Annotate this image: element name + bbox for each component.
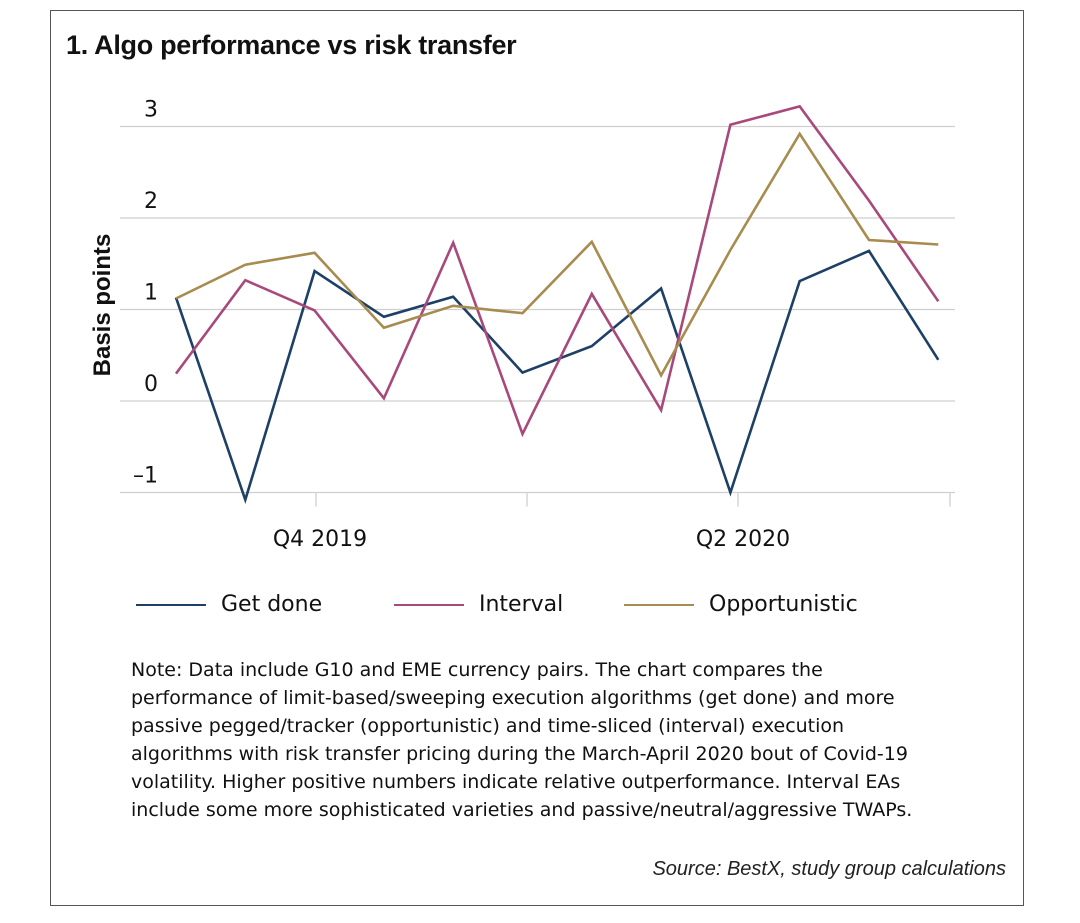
y-axis-ticks: 3 2 1 0 –1 bbox=[133, 98, 158, 489]
legend-swatch-interval bbox=[394, 603, 464, 606]
y-tick-label: 2 bbox=[144, 189, 158, 214]
gridlines bbox=[120, 125, 955, 494]
legend-item-get-done: Get done bbox=[136, 592, 322, 617]
chart-title: 1. Algo performance vs risk transfer bbox=[66, 30, 517, 60]
legend-swatch-opportunistic bbox=[624, 603, 694, 606]
series-line-opportunistic bbox=[175, 131, 939, 379]
legend-item-opportunistic: Opportunistic bbox=[624, 592, 858, 617]
legend-label-opportunistic: Opportunistic bbox=[709, 592, 858, 617]
series-lines bbox=[174, 104, 940, 505]
legend-label-get-done: Get done bbox=[221, 592, 323, 617]
chart-frame bbox=[50, 10, 1024, 906]
legend-item-interval: Interval bbox=[394, 592, 563, 617]
legend: Get done Interval Opportunistic bbox=[0, 592, 1080, 628]
series-line-get-done bbox=[174, 249, 940, 505]
y-tick-label: 0 bbox=[144, 372, 158, 397]
x-tick-label: Q2 2020 bbox=[696, 527, 790, 552]
legend-swatch-get-done bbox=[136, 603, 206, 606]
y-tick-label: 3 bbox=[144, 98, 158, 123]
y-tick-label: –1 bbox=[133, 464, 158, 489]
legend-label-interval: Interval bbox=[479, 592, 564, 617]
y-tick-label: 1 bbox=[144, 281, 158, 306]
y-axis-label: Basis points bbox=[89, 234, 116, 377]
series-line-interval bbox=[174, 104, 940, 438]
chart-source: Source: BestX, study group calculations bbox=[652, 858, 1006, 880]
x-tick-label: Q4 2019 bbox=[273, 527, 367, 552]
x-axis-ticks: Q4 2019 Q2 2020 bbox=[273, 492, 951, 552]
chart-note: Note: Data include G10 and EME currency … bbox=[131, 659, 913, 821]
